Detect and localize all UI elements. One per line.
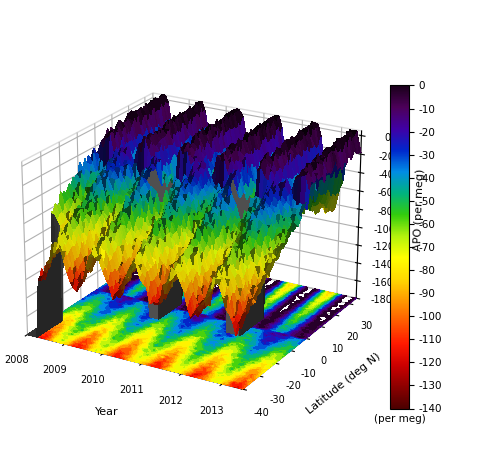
X-axis label: Year: Year	[96, 407, 119, 417]
Y-axis label: Latitude (deg N): Latitude (deg N)	[304, 351, 382, 416]
X-axis label: (per meg): (per meg)	[374, 414, 426, 424]
